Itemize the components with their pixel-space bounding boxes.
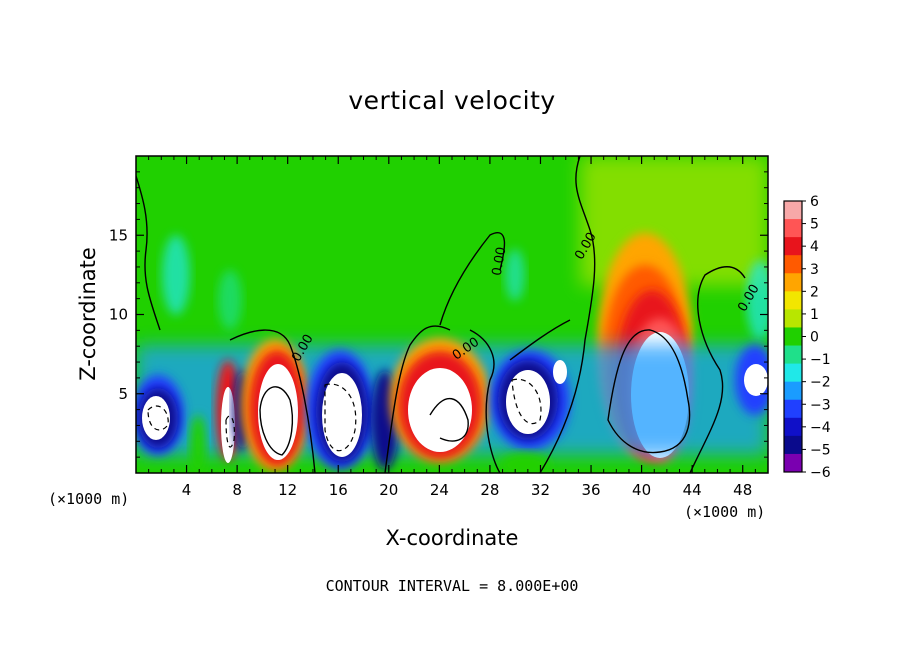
contour-line xyxy=(689,266,746,473)
x-tick-label: 28 xyxy=(480,481,499,499)
colorbar-label: −3 xyxy=(810,397,831,413)
x-axis: 4 8 12 16 20 24 28 32 36 40 44 48 xyxy=(148,156,756,499)
colorbar-label: 4 xyxy=(810,239,819,255)
colorbar-swatch xyxy=(784,435,802,455)
x-tick-label: 48 xyxy=(733,481,752,499)
colorbar-label: 0 xyxy=(810,330,819,346)
colorbar-label: −5 xyxy=(810,442,831,458)
contour-line xyxy=(439,232,506,326)
colorbar-swatch xyxy=(784,381,802,401)
colorbar-swatch xyxy=(784,273,802,292)
contour-line xyxy=(136,175,161,331)
x-tick-label: 4 xyxy=(182,481,192,499)
negative-contours xyxy=(147,378,542,452)
contour-label: 0.00 xyxy=(490,246,510,277)
colorbar-swatch xyxy=(784,345,802,365)
x-unit-label-left: (×1000 m) xyxy=(48,490,130,508)
contour-line xyxy=(511,378,542,425)
contour-line xyxy=(147,405,169,431)
colorbar-swatch xyxy=(784,363,802,383)
x-tick-label: 20 xyxy=(379,481,398,499)
x-tick-label: 36 xyxy=(581,481,600,499)
contour-interval-note: CONTOUR INTERVAL = 8.000E+00 xyxy=(325,577,579,595)
contour-line xyxy=(384,325,451,473)
x-tick-label: 12 xyxy=(278,481,297,499)
contour-lines xyxy=(136,156,746,473)
x-tick-label: 44 xyxy=(683,481,702,499)
colorbar-swatch xyxy=(784,237,802,256)
y-axis: 5 10 15 xyxy=(109,171,768,458)
contour-line xyxy=(225,415,235,448)
field-layer xyxy=(136,156,768,473)
colorbar-swatch xyxy=(784,417,802,437)
contour-line xyxy=(607,329,691,454)
colorbar-label: −6 xyxy=(810,465,831,481)
contour-line xyxy=(509,319,571,361)
colorbar-label: 2 xyxy=(810,284,819,300)
colorbar-label: −2 xyxy=(810,375,831,391)
colorbar-swatch xyxy=(784,399,802,419)
colorbar: 6 5 4 3 2 1 0 −1 −2 −3 −4 −5 −6 xyxy=(783,194,831,481)
colorbar-label: 1 xyxy=(810,307,819,323)
x-tick-label: 40 xyxy=(632,481,651,499)
colorbar-label: 3 xyxy=(810,262,819,278)
colorbar-swatch xyxy=(784,255,802,274)
x-tick-label: 24 xyxy=(430,481,449,499)
colorbar-swatch xyxy=(784,309,802,328)
colorbar-label: −1 xyxy=(810,352,831,368)
contour-line xyxy=(429,397,469,442)
y-tick-label: 15 xyxy=(109,226,128,244)
colorbar-label: 5 xyxy=(810,217,819,233)
y-tick-label: 5 xyxy=(118,385,128,403)
contour-line xyxy=(259,386,294,456)
y-axis-label: Z-coordinate xyxy=(76,247,100,381)
contour-line xyxy=(469,329,501,473)
chart-title: vertical velocity xyxy=(348,86,556,115)
colorbar-swatch xyxy=(784,291,802,310)
colorbar-swatch xyxy=(784,453,802,473)
colorbar-label: 6 xyxy=(810,194,819,210)
x-axis-label: X-coordinate xyxy=(385,526,519,550)
colorbar-swatch xyxy=(784,327,802,347)
colorbar-label: −4 xyxy=(810,420,831,436)
contour-line xyxy=(229,329,316,473)
colorbar-swatch xyxy=(784,201,802,220)
x-tick-label: 32 xyxy=(531,481,550,499)
x-tick-label: 16 xyxy=(329,481,348,499)
x-tick-label: 8 xyxy=(232,481,242,499)
contour-line xyxy=(539,156,596,473)
x-unit-label-right: (×1000 m) xyxy=(684,503,766,521)
contour-line xyxy=(324,383,357,452)
y-tick-label: 10 xyxy=(109,306,128,324)
colorbar-swatch xyxy=(784,219,802,238)
